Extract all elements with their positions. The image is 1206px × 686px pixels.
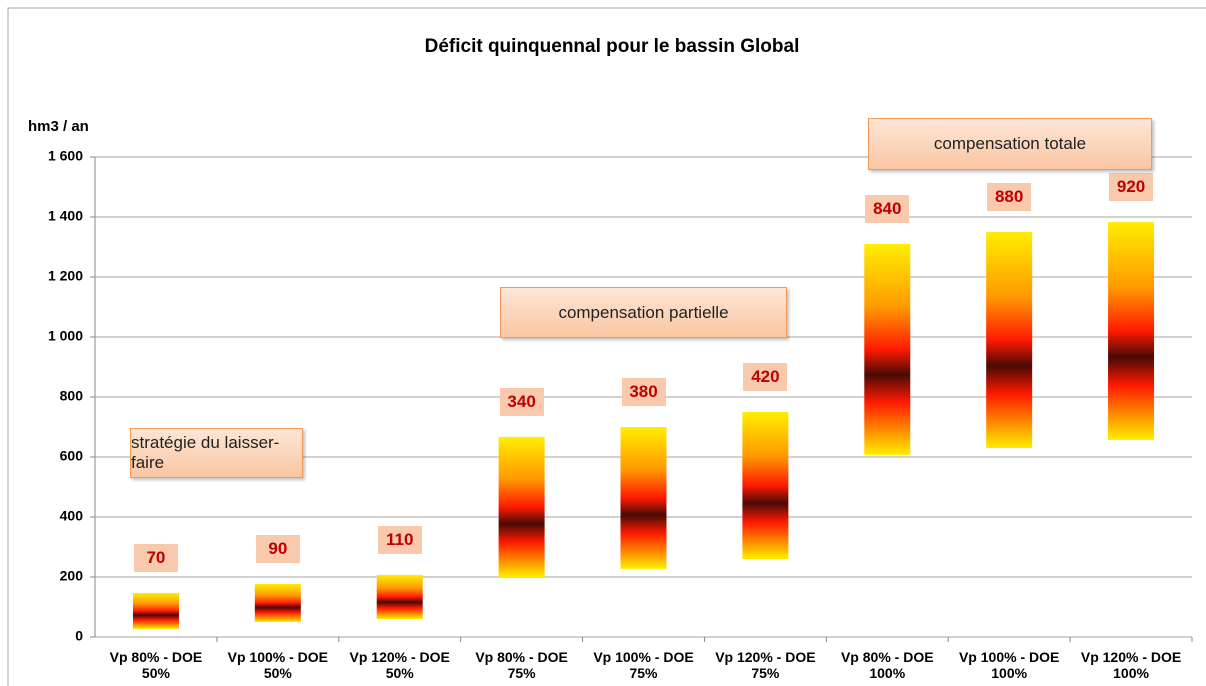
- range-bar: [498, 436, 545, 577]
- data-label: 340: [499, 387, 544, 416]
- annotation: compensation totale: [868, 118, 1152, 170]
- x-tick-label: Vp 120% - DOE 75%: [715, 649, 816, 681]
- x-tick-label: Vp 100% - DOE 50%: [227, 649, 329, 681]
- y-tick-label: 600: [60, 448, 84, 464]
- y-tick-label: 1 400: [48, 208, 83, 224]
- data-label: 70: [133, 543, 178, 572]
- data-label: 90: [255, 534, 300, 563]
- y-tick-label: 1 200: [48, 268, 83, 284]
- data-label: 880: [987, 183, 1032, 211]
- y-tick-label: 800: [60, 388, 84, 404]
- y-tick-label: 200: [60, 568, 84, 584]
- y-tick-label: 0: [75, 628, 83, 644]
- x-tick-label: Vp 100% - DOE 75%: [593, 649, 694, 681]
- range-bar: [1108, 222, 1155, 440]
- y-tick-label: 1 600: [48, 148, 83, 164]
- range-bar: [742, 412, 789, 559]
- x-tick-label: Vp 120% - DOE 50%: [349, 649, 450, 681]
- range-bar: [620, 427, 667, 569]
- x-tick-label: Vp 120% - DOE 100%: [1080, 649, 1182, 681]
- annotation: stratégie du laisser-faire: [130, 428, 303, 478]
- data-label: 380: [621, 378, 666, 406]
- data-label: 840: [865, 195, 910, 223]
- x-tick-label: Vp 80% - DOE 75%: [475, 649, 568, 681]
- range-bar: [254, 583, 301, 622]
- y-axis-label: hm3 / an: [28, 118, 89, 135]
- data-label: 920: [1109, 173, 1154, 202]
- range-bar: [132, 592, 179, 629]
- range-bar: [376, 574, 423, 619]
- range-bar: [986, 232, 1033, 448]
- y-tick-label: 1 000: [48, 328, 83, 344]
- annotation: compensation partielle: [500, 287, 787, 338]
- range-bar: [864, 244, 911, 455]
- data-label: 420: [743, 363, 788, 391]
- x-tick-label: Vp 80% - DOE 100%: [840, 649, 934, 681]
- data-label: 110: [377, 525, 422, 554]
- chart-title: Déficit quinquennal pour le bassin Globa…: [425, 36, 800, 57]
- x-tick-label: Vp 80% - DOE 50%: [109, 649, 203, 681]
- x-tick-label: Vp 100% - DOE 100%: [958, 649, 1060, 681]
- y-tick-label: 400: [60, 508, 84, 524]
